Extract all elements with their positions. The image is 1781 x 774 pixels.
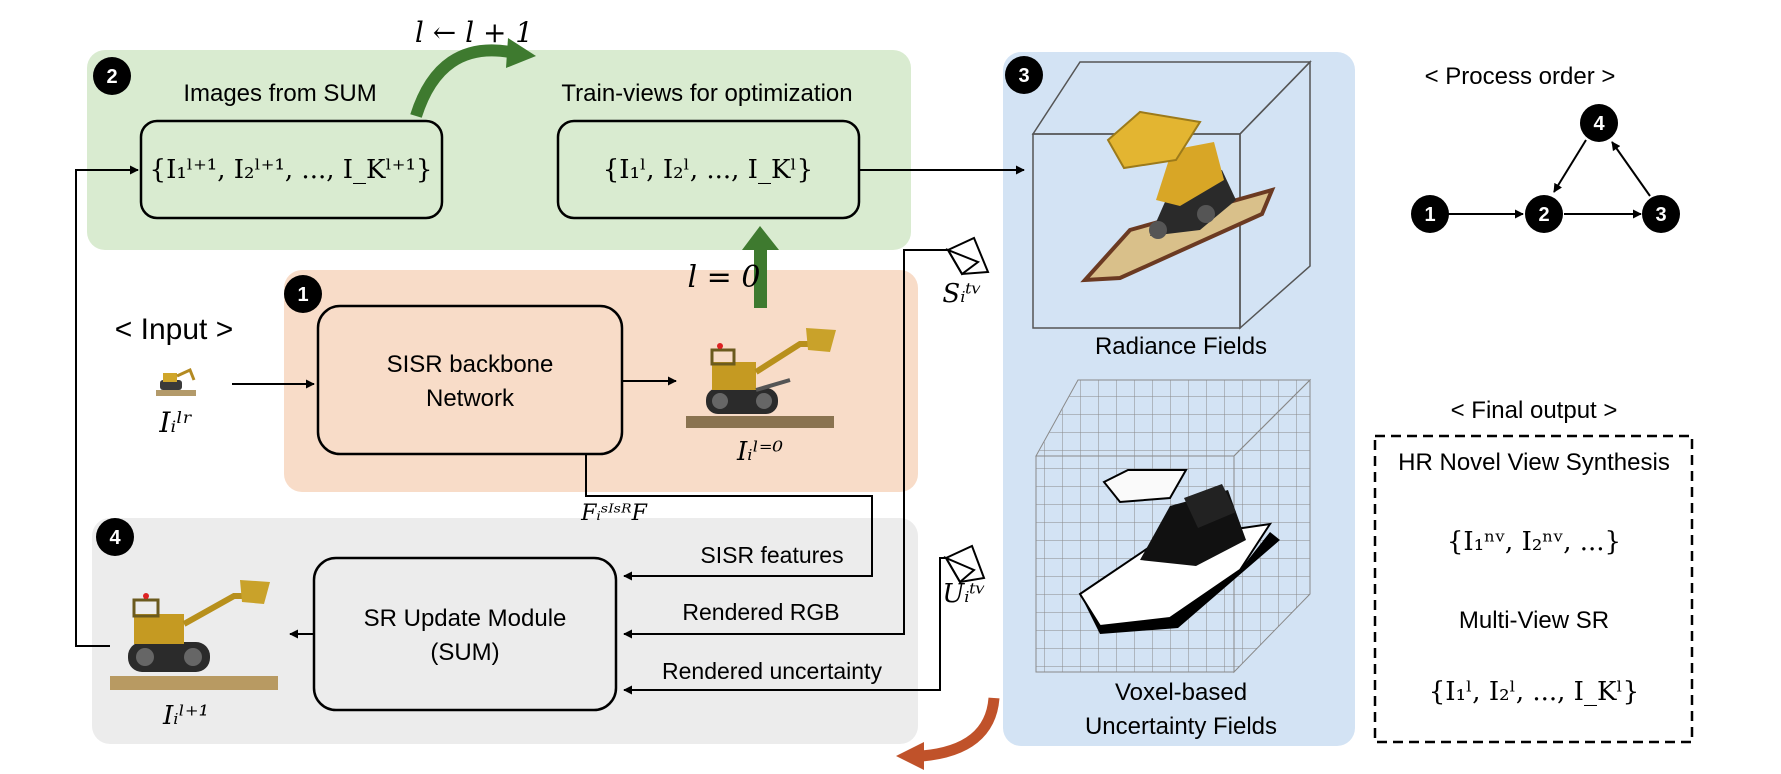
init-rule: l = 0 [688,260,761,295]
process-node-4: 4 [1580,104,1618,142]
orange-panel [284,270,918,492]
bulldozer-updated-image [110,580,278,690]
uncertainty-return-arrowhead [896,742,924,770]
output-l0-symbol: Iᵢˡ⁼⁰ [736,437,784,467]
input-bulldozer-thumbnail [156,367,196,396]
sisr-backbone-line2: Network [426,385,515,412]
rendered-rgb-line [623,249,948,639]
init-arrow-shaft [754,248,767,308]
voxel-uncertainty-grid [1035,378,1312,674]
voxel-fields-line2: Uncertainty Fields [1085,713,1277,740]
radiance-field-cube [1031,60,1312,330]
gray-panel [92,518,918,744]
rendered-uncertainty-label: Rendered uncertainty [662,658,882,684]
process-node-2: 2 [1525,195,1563,233]
radiance-fields-label: Radiance Fields [1095,333,1267,360]
badge-4: 4 [96,518,134,556]
loop-update-arrowhead [506,38,536,68]
input-label: < Input > [115,313,233,346]
process-order-graph: 1 2 3 4 [1411,104,1680,233]
final-output-box [1373,434,1694,744]
sisr-features-line [585,454,873,581]
multi-view-set: {I₁ˡ, I₂ˡ, ..., I_Kˡ} [1429,677,1639,707]
final-output-title: < Final output > [1451,397,1618,424]
novel-view-set: {I₁ⁿᵛ, I₂ⁿᵛ, ...} [1447,527,1621,557]
process-node-1: 1 [1411,195,1449,233]
process-order-title: < Process order > [1425,63,1616,90]
svg-text:1: 1 [297,284,308,306]
loop-update-arrow [410,44,512,118]
svg-text:4: 4 [109,527,121,549]
svg-text:1: 1 [1424,204,1435,226]
svg-text:3: 3 [1655,204,1666,226]
hr-nvs-label: HR Novel View Synthesis [1398,449,1670,476]
rendered-rgb-label: Rendered RGB [682,599,839,625]
train-camera-icon [945,236,990,276]
images-from-sum-set: {I₁ˡ⁺¹, I₂ˡ⁺¹, ..., I_Kˡ⁺¹} [150,155,433,185]
bulldozer-output-image [686,328,836,428]
multi-view-sr-label: Multi-View SR [1459,607,1609,634]
sisr-features-label: SISR features [700,542,843,568]
badge-3: 3 [1005,56,1043,94]
svg-text:3: 3 [1018,65,1029,87]
uncertainty-camera-symbol: Uᵢᵗᵛ [942,579,985,609]
badge-2: 2 [93,57,131,95]
input-symbol: Iᵢˡʳ [158,406,192,439]
sum-line1: SR Update Module [364,605,567,632]
sisr-backbone-line1: SISR backbone [387,351,554,378]
images-from-sum-label: Images from SUM [183,80,376,107]
uncertainty-return-arrow [921,697,1000,762]
train-camera-symbol: Sᵢᵗᵛ [942,279,981,309]
uncertainty-camera-icon [943,544,986,584]
svg-text:2: 2 [106,66,117,88]
voxel-fields-line1: Voxel-based [1115,679,1247,706]
train-views-set: {I₁ˡ, I₂ˡ, ..., I_Kˡ} [603,155,813,185]
green-panel [87,50,911,250]
process-node-3: 3 [1642,195,1680,233]
svg-text:4: 4 [1593,113,1605,135]
sisr-feature-symbol: FᵢˢᴵˢᴿF [580,501,647,526]
svg-text:2: 2 [1538,204,1549,226]
feedback-loop-line [75,165,139,647]
train-views-label: Train-views for optimization [561,80,852,107]
badge-1: 1 [284,275,322,313]
output-updated-symbol: Iᵢˡ⁺¹ [162,701,209,731]
rendered-uncertainty-line [623,557,946,695]
images-from-sum-box [139,119,444,220]
init-arrowhead [742,226,779,250]
sum-line2: (SUM) [430,639,499,666]
